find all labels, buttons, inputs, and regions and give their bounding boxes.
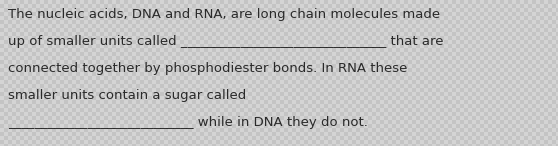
Text: up of smaller units called _______________________________ that are: up of smaller units called _____________…: [8, 35, 443, 48]
Text: ____________________________ while in DNA they do not.: ____________________________ while in DN…: [8, 116, 368, 129]
Text: connected together by phosphodiester bonds. In RNA these: connected together by phosphodiester bon…: [8, 62, 407, 75]
Text: The nucleic acids, DNA and RNA, are long chain molecules made: The nucleic acids, DNA and RNA, are long…: [8, 8, 440, 21]
Text: smaller units contain a sugar called: smaller units contain a sugar called: [8, 89, 246, 102]
